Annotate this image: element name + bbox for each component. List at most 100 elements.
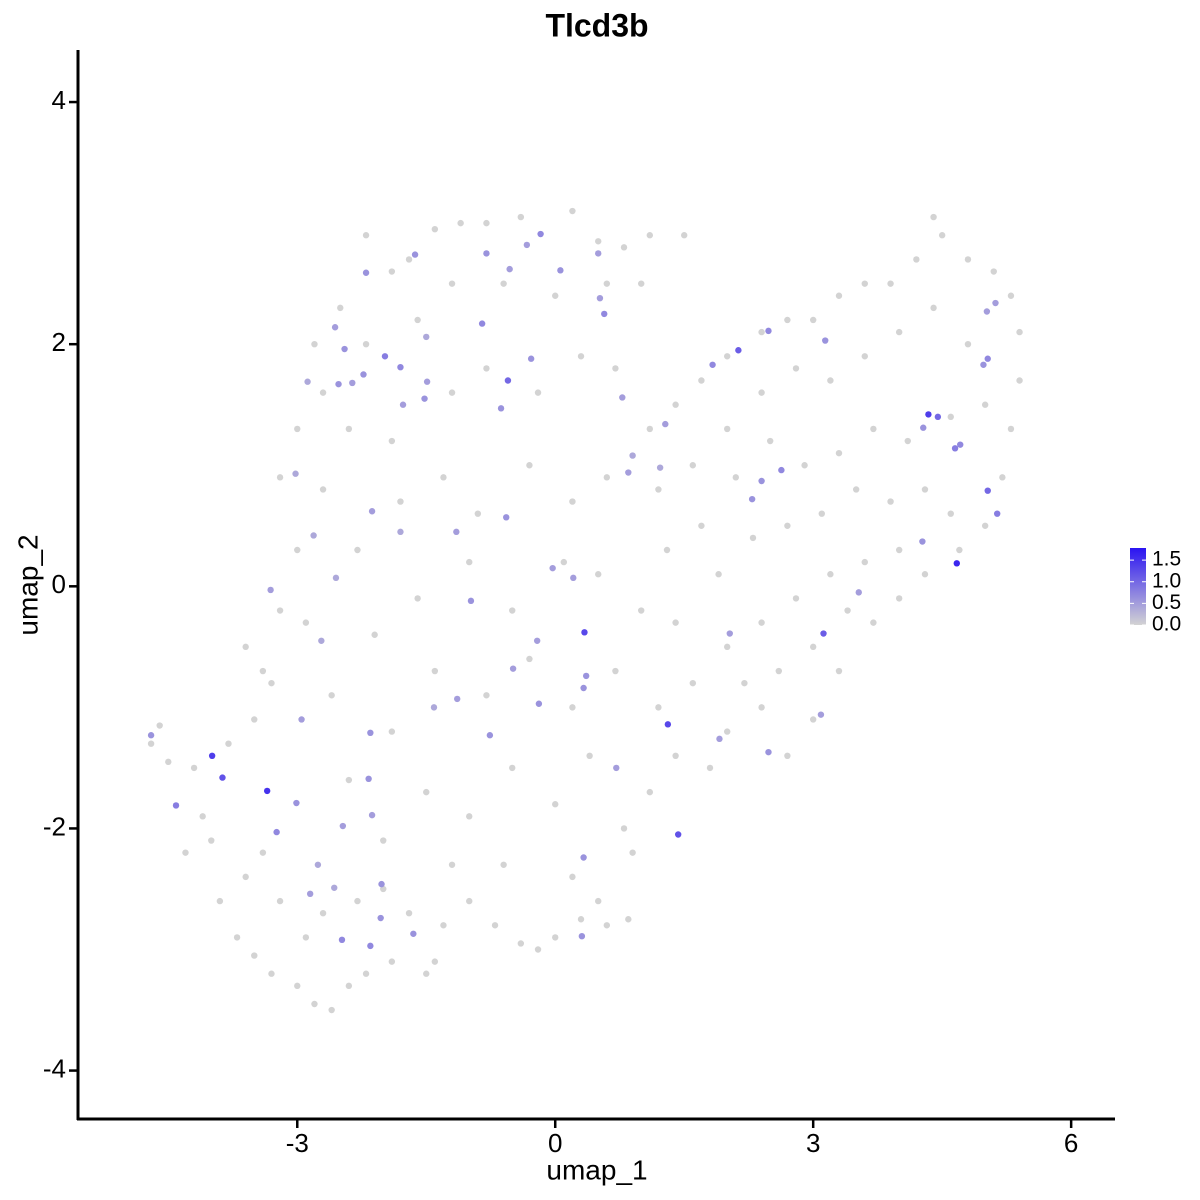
cell-point xyxy=(861,353,868,360)
cell-point xyxy=(467,597,475,605)
cell-point xyxy=(921,486,929,493)
cell-point xyxy=(698,377,705,384)
cell-point xyxy=(835,449,843,457)
cell-point xyxy=(620,825,628,832)
cell-point xyxy=(569,498,576,505)
cell-point xyxy=(267,586,274,594)
cell-point xyxy=(741,679,748,687)
cell-point xyxy=(569,207,576,215)
cell-point xyxy=(984,355,991,362)
cell-point xyxy=(921,571,929,578)
cell-point xyxy=(430,704,438,711)
cell-point xyxy=(716,735,723,743)
cell-point xyxy=(431,667,439,675)
cell-point xyxy=(294,425,301,433)
cell-point xyxy=(534,946,542,953)
cell-point xyxy=(938,232,946,239)
cell-point xyxy=(410,930,417,937)
cell-point xyxy=(603,474,611,481)
cell-point xyxy=(655,704,662,711)
cell-point xyxy=(672,619,679,626)
colorbar-label: 1.0 xyxy=(1152,569,1181,592)
cell-point xyxy=(294,546,301,554)
cell-point xyxy=(801,462,808,469)
cell-point xyxy=(887,280,894,287)
cell-point xyxy=(870,619,877,626)
cell-point xyxy=(723,425,731,433)
cell-point xyxy=(646,425,654,433)
cell-point xyxy=(431,958,439,965)
cell-point xyxy=(778,466,785,474)
cell-point xyxy=(380,837,387,844)
cell-point xyxy=(784,522,791,529)
cell-point xyxy=(491,922,499,929)
cell-point xyxy=(552,934,559,941)
cell-point xyxy=(775,667,782,675)
cell-point xyxy=(397,498,404,505)
cell-point xyxy=(835,667,843,675)
cell-point xyxy=(483,365,490,372)
cell-point xyxy=(629,849,636,856)
cell-point xyxy=(397,528,404,536)
cell-point xyxy=(310,532,317,539)
cell-point xyxy=(517,213,525,221)
cell-point xyxy=(302,619,310,626)
cell-point xyxy=(242,873,249,881)
cell-point xyxy=(792,365,800,372)
cell-point xyxy=(638,280,645,287)
cell-point xyxy=(723,728,731,735)
cell-point xyxy=(509,665,517,672)
cell-point xyxy=(259,667,267,675)
cell-point xyxy=(523,241,531,249)
cell-point xyxy=(619,394,626,401)
cell-point xyxy=(655,486,662,493)
cell-point xyxy=(292,470,299,477)
cell-point xyxy=(360,371,367,378)
cell-point xyxy=(625,469,632,476)
cell-point xyxy=(947,510,954,517)
cell-point xyxy=(318,637,325,644)
cell-point xyxy=(341,345,348,353)
cell-point xyxy=(534,389,542,396)
cell-point xyxy=(999,474,1006,481)
cell-point xyxy=(638,607,645,614)
cell-point xyxy=(294,982,301,990)
cell-point xyxy=(517,940,525,947)
cell-point xyxy=(758,328,765,336)
colorbar-label: 1.5 xyxy=(1152,548,1181,571)
cell-point xyxy=(362,232,370,239)
cell-point xyxy=(365,775,372,783)
cell-point xyxy=(405,909,413,917)
cell-point xyxy=(233,934,241,941)
cell-point xyxy=(577,916,585,923)
cell-point xyxy=(620,244,628,251)
cell-point xyxy=(726,630,733,637)
cell-point xyxy=(311,340,318,348)
x-axis-title: umap_1 xyxy=(546,1154,647,1185)
cell-point xyxy=(172,802,180,809)
cell-point xyxy=(263,787,271,795)
cell-point xyxy=(870,425,877,433)
cell-point xyxy=(809,716,817,723)
cell-point xyxy=(612,365,619,372)
y-tick-label: 2 xyxy=(52,327,66,357)
cell-point xyxy=(557,267,564,274)
cell-point xyxy=(388,958,396,965)
cell-point xyxy=(595,897,602,905)
cell-point xyxy=(951,445,959,452)
cell-point xyxy=(338,936,346,944)
cell-point xyxy=(474,510,482,517)
cell-point xyxy=(895,546,903,554)
cell-point xyxy=(957,441,964,448)
cell-point xyxy=(595,250,602,257)
cell-point xyxy=(448,861,456,868)
cell-point xyxy=(552,801,559,808)
cell-point xyxy=(925,411,932,418)
colorbar xyxy=(1130,548,1146,625)
cell-point xyxy=(483,692,490,699)
cell-point xyxy=(483,250,490,257)
cell-point xyxy=(268,970,275,977)
cell-point xyxy=(328,692,335,699)
cell-point xyxy=(506,265,513,273)
